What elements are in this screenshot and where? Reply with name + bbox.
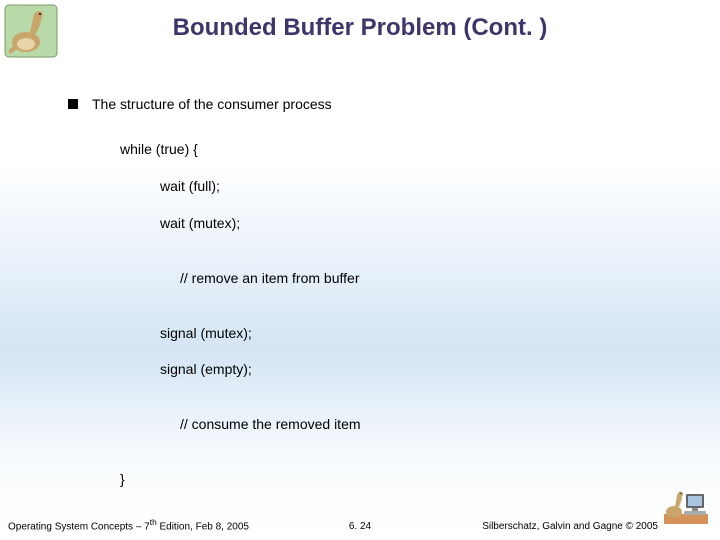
bullet-square-icon <box>68 99 78 109</box>
code-line: signal (mutex); <box>160 324 361 343</box>
code-line: while (true) { <box>120 140 361 159</box>
footer-left-suffix: Edition, Feb 8, 2005 <box>157 521 249 532</box>
bullet-text: The structure of the consumer process <box>92 96 332 112</box>
code-line: signal (empty); <box>160 360 361 379</box>
footer-page-number: 6. 24 <box>349 521 371 532</box>
code-block: while (true) { wait (full); wait (mutex)… <box>120 140 361 489</box>
slide-title: Bounded Buffer Problem (Cont. ) <box>0 14 720 42</box>
footer-copyright: Silberschatz, Galvin and Gagne © 2005 <box>482 521 658 532</box>
code-line: } <box>120 470 361 489</box>
code-line: // remove an item from buffer <box>180 269 361 288</box>
footer-left: Operating System Concepts – 7th Edition,… <box>8 517 249 532</box>
code-line: wait (full); <box>160 177 361 196</box>
bullet-line: The structure of the consumer process <box>68 96 332 112</box>
footer-left-prefix: Operating System Concepts – 7 <box>8 521 150 532</box>
footer-left-sup: th <box>150 517 157 527</box>
dinosaur-computer-logo-icon <box>664 488 708 524</box>
code-line: wait (mutex); <box>160 214 361 233</box>
code-line: // consume the removed item <box>180 415 361 434</box>
